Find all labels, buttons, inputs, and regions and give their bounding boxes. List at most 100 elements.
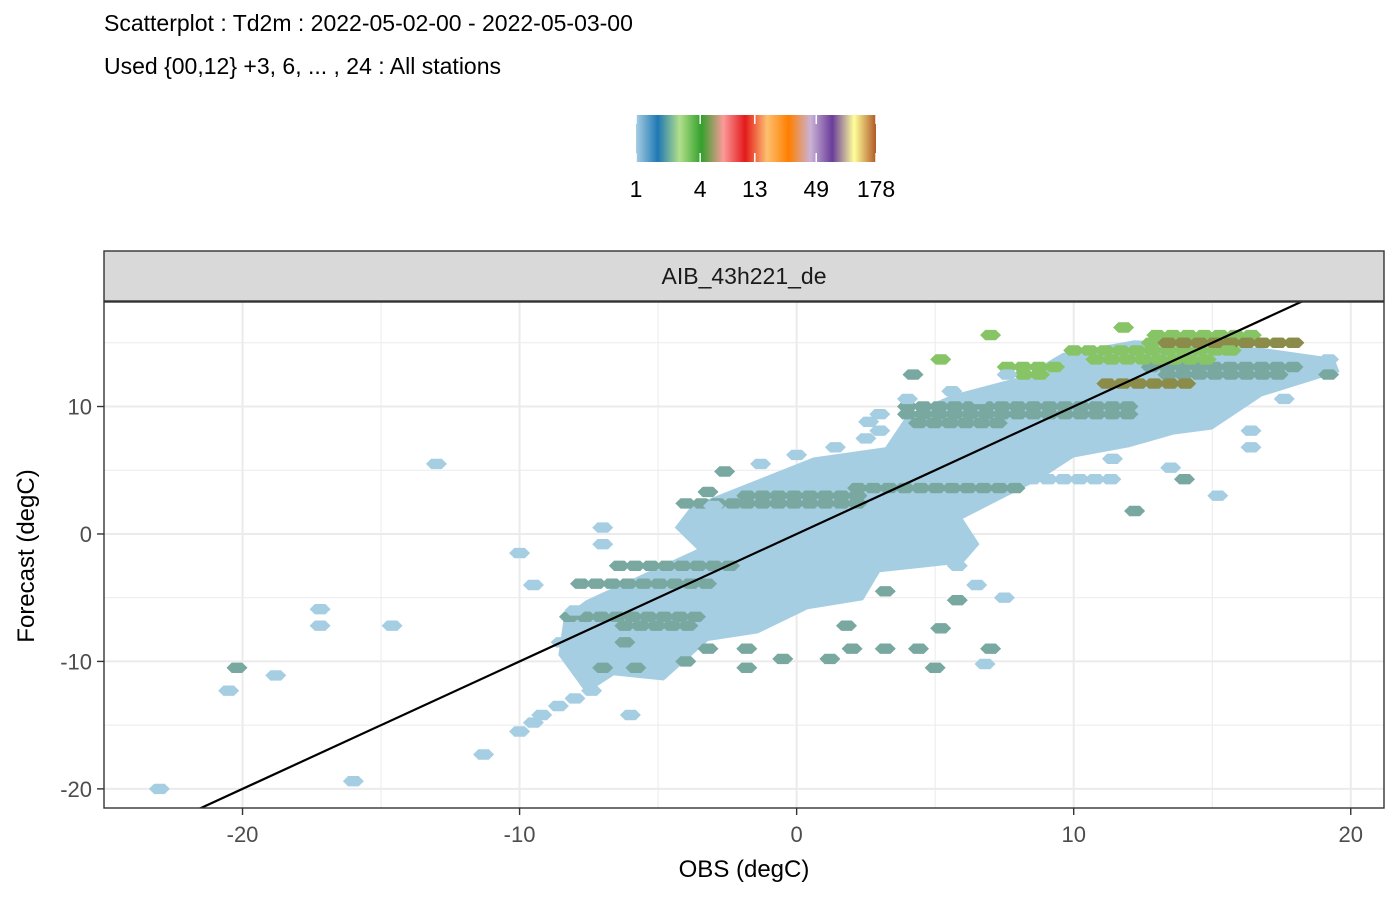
hexbin-cell <box>696 578 717 589</box>
hexbin-cell <box>1110 345 1132 356</box>
identity-line <box>198 302 1304 808</box>
hexbin-cell <box>1146 329 1168 341</box>
y-tick-label: -20 <box>60 777 92 802</box>
x-tick-label: 0 <box>791 822 803 847</box>
hexbin-cell <box>1283 337 1305 348</box>
hexbin-cell <box>624 560 646 571</box>
hexbin-cell <box>601 578 623 589</box>
x-tick-label: -10 <box>504 822 536 847</box>
hexbin-cell <box>862 482 884 494</box>
hexbin-cell <box>697 486 719 498</box>
chart-subtitle: Used {00,12} +3, 6, ... , 24 : All stati… <box>104 53 502 79</box>
hexbin-cell <box>986 417 1008 429</box>
hexbin-cell <box>836 620 857 631</box>
hexbin-cell <box>640 560 662 571</box>
legend-label: 4 <box>694 176 707 202</box>
hexbin-cell <box>1094 345 1116 356</box>
hexbin-cell <box>1240 442 1262 453</box>
hexbin-cell <box>1207 490 1229 501</box>
hexbin-cell <box>874 643 896 654</box>
y-tick-label: 10 <box>68 395 92 420</box>
hexbin-cell <box>941 482 963 494</box>
hexbin-cell <box>1236 337 1258 348</box>
hexbin-cell <box>736 662 758 673</box>
x-tick-label: -20 <box>227 822 259 847</box>
hexbin-cell <box>1174 474 1195 485</box>
hexbin-cell <box>925 482 947 494</box>
hexbin-cell <box>1096 378 1118 389</box>
y-axis-title: Forecast (degC) <box>13 469 40 642</box>
hexbin-cell <box>973 482 995 494</box>
hexbin-cell <box>671 560 693 571</box>
hexbin-cell <box>661 620 683 631</box>
hexbin-cell <box>564 605 586 616</box>
y-tick-label: -10 <box>60 649 92 674</box>
hexbin-cell <box>226 662 248 673</box>
hexbin-cell <box>1102 453 1123 464</box>
hexbin-cell <box>830 490 852 501</box>
hexbin-cell <box>944 401 966 412</box>
hexbin-cell <box>1101 354 1123 365</box>
hexbin-cell <box>677 620 699 631</box>
hexbin-cell <box>473 749 495 760</box>
hexbin-cell <box>1318 369 1340 380</box>
hexbin-cell <box>910 482 932 494</box>
hexbin-cell <box>969 393 990 405</box>
hexbin-cell <box>824 442 846 453</box>
hexbin-cell <box>1235 361 1257 373</box>
hexbin-cell <box>309 604 331 615</box>
legend-ticks <box>635 115 877 162</box>
hexbin-cell <box>1240 425 1262 436</box>
hexbin-cell <box>625 662 647 673</box>
hexbin-cell <box>592 522 614 533</box>
hexbin-cell <box>847 482 869 494</box>
hexbin-cell <box>564 693 586 704</box>
hexbin-cell <box>878 482 900 494</box>
hexbin-cell <box>939 417 961 429</box>
hexbin-cell <box>980 643 1002 654</box>
hexbin-cell <box>703 500 724 512</box>
hexbin-cell <box>1070 401 1092 412</box>
hexbin-cell <box>855 433 877 444</box>
hexbin-cell <box>581 685 603 696</box>
hexbin-cell <box>1175 378 1197 389</box>
hexbin-cell <box>1148 354 1170 365</box>
hexbin-cell <box>750 458 772 470</box>
hexbin-cell <box>736 643 758 654</box>
hexbin-cell <box>1023 401 1044 412</box>
hexbin-cell <box>957 482 979 494</box>
hexbin-cell <box>614 620 636 631</box>
hexbin-cell <box>656 560 678 571</box>
facet-strip-label: AIB_43h221_de <box>662 263 827 289</box>
hexbin-cell <box>633 578 654 589</box>
hexbin-cell <box>1012 361 1034 373</box>
hexbin-cell <box>669 611 691 622</box>
hexbin-cell <box>815 490 836 501</box>
hexbin-cell <box>1100 474 1122 485</box>
hexbin-cell <box>912 401 934 412</box>
hexbin-cell <box>869 425 891 436</box>
hexbin-cell <box>617 578 639 589</box>
hexbin-cell <box>971 417 992 429</box>
hexbin-cell <box>993 592 1015 603</box>
facet-strip-background <box>103 250 1385 302</box>
hexbin-cell <box>653 611 675 622</box>
hexbin-cell <box>619 709 641 721</box>
hexbin-cell <box>714 466 736 477</box>
hexbin-cell <box>819 653 841 665</box>
hexbin-cell <box>1007 401 1029 412</box>
hexbin-density-region <box>514 340 1340 741</box>
hexbin-cell <box>547 700 569 712</box>
hexbin-cell <box>637 611 659 622</box>
hexbin-cell <box>703 560 725 571</box>
hexbin-cell <box>645 620 667 631</box>
legend-label: 13 <box>742 176 768 202</box>
hexbin-cell <box>1266 361 1288 373</box>
hexbin-cell <box>783 490 805 501</box>
hexbin-cell <box>675 498 697 509</box>
hexbin-cell <box>309 620 331 631</box>
hexbin-cell <box>1084 474 1106 485</box>
hexbin-cell <box>1195 354 1217 365</box>
hexbin-cell <box>874 586 896 597</box>
